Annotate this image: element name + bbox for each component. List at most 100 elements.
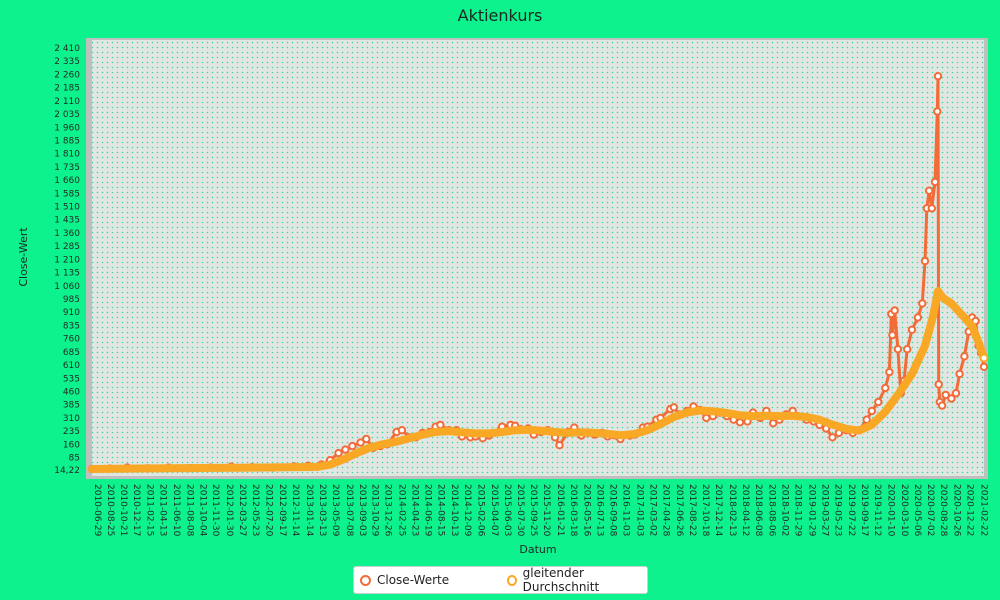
- y-tick-label: 2 035: [54, 110, 80, 120]
- series-close-point[interactable]: [436, 420, 445, 430]
- y-tick-label: 1 960: [54, 123, 80, 133]
- x-tick-label: 2020-12-22: [964, 484, 974, 536]
- x-tick-label: 2011-06-10: [171, 484, 181, 537]
- x-tick-label: 2019-07-22: [846, 484, 856, 536]
- series-close-point[interactable]: [947, 394, 956, 403]
- x-tick-label: 2017-06-26: [674, 484, 684, 537]
- x-tick-label: 2013-01-14: [304, 484, 314, 537]
- series-close-point[interactable]: [769, 419, 778, 428]
- x-axis-ticks: 2010-06-29 2010-08-25 2010-10-21 2010-12-17…: [92, 484, 989, 537]
- y-tick-label: 2 335: [54, 57, 80, 67]
- x-tick-label: 2016-05-16: [581, 484, 591, 537]
- series-close-point[interactable]: [888, 330, 897, 340]
- series-close-point[interactable]: [341, 445, 350, 454]
- series-close-point[interactable]: [893, 345, 903, 354]
- y-tick-label: 835: [63, 321, 80, 331]
- series-close-point[interactable]: [828, 433, 837, 442]
- y-tick-label: 610: [63, 361, 80, 371]
- y-tick-label: 1 435: [54, 216, 80, 226]
- x-tick-label: 2012-09-17: [277, 484, 287, 536]
- x-tick-label: 2019-11-12: [872, 484, 882, 536]
- series-close-point[interactable]: [918, 299, 927, 308]
- x-tick-label: 2015-11-20: [541, 484, 551, 537]
- series-close-point[interactable]: [334, 448, 343, 458]
- x-axis-title: Datum: [519, 543, 556, 556]
- series-close-point[interactable]: [669, 403, 679, 412]
- series-close-point[interactable]: [397, 426, 407, 435]
- x-tick-label: 2018-04-12: [740, 484, 750, 536]
- series-close-point[interactable]: [937, 401, 947, 410]
- series-close-point[interactable]: [735, 418, 745, 427]
- y-tick-label: 1 360: [54, 229, 80, 239]
- y-tick-label: 1 135: [54, 269, 80, 279]
- legend: Close-Werte gleitender Durchschnitt: [353, 566, 648, 594]
- x-tick-label: 2014-12-09: [462, 484, 472, 537]
- series-close-point[interactable]: [890, 306, 899, 315]
- y-tick-label: 2 110: [54, 97, 80, 107]
- x-tick-label: 2011-02-15: [145, 484, 155, 536]
- series-close-point[interactable]: [955, 369, 964, 379]
- x-tick-label: 2010-08-25: [105, 484, 115, 536]
- x-tick-label: 2020-05-06: [912, 484, 922, 537]
- x-tick-label: 2020-01-10: [885, 484, 895, 537]
- series-close-point[interactable]: [702, 413, 711, 423]
- y-tick-label: 460: [63, 387, 80, 397]
- y-axis-ticks: 14,22 85 160 235 310 385 460 535 610 685 760 835 910…: [54, 44, 80, 476]
- x-tick-label: 2020-07-02: [925, 484, 935, 536]
- legend-label-moving-average: gleitender Durchschnitt: [522, 566, 600, 594]
- x-tick-label: 2012-03-27: [237, 484, 247, 536]
- series-close-point[interactable]: [913, 313, 923, 322]
- x-tick-label: 2016-03-18: [568, 484, 578, 537]
- x-tick-label: 2020-10-26: [951, 484, 961, 537]
- series-close-point[interactable]: [933, 72, 943, 81]
- x-tick-label: 2016-07-13: [595, 484, 605, 536]
- series-close-point[interactable]: [907, 325, 917, 334]
- series-close-point[interactable]: [867, 406, 877, 416]
- series-close-point[interactable]: [930, 177, 940, 187]
- series-layer: [87, 72, 989, 474]
- y-tick-label: 1 585: [54, 189, 80, 199]
- series-close-point[interactable]: [874, 397, 883, 407]
- x-tick-label: 2019-05-23: [832, 484, 842, 536]
- x-tick-label: 2017-08-22: [687, 484, 697, 536]
- x-tick-label: 2015-04-07: [489, 484, 499, 536]
- legend-marker-close: [360, 574, 371, 586]
- series-close-point[interactable]: [933, 107, 942, 116]
- x-tick-label: 2017-03-02: [647, 484, 657, 536]
- series-close-point[interactable]: [555, 441, 564, 450]
- y-tick-label: 685: [63, 348, 80, 358]
- x-tick-label: 2020-08-28: [938, 484, 948, 537]
- x-tick-label: 2012-11-14: [290, 484, 300, 537]
- x-tick-label: 2011-08-08: [184, 484, 194, 537]
- series-close-point[interactable]: [362, 434, 371, 444]
- x-tick-label: 2012-01-30: [224, 484, 234, 537]
- series-close-point[interactable]: [934, 380, 943, 389]
- series-moving-average-point[interactable]: [979, 353, 989, 363]
- series-close-point[interactable]: [941, 390, 950, 400]
- legend-item-close[interactable]: Close-Werte: [360, 573, 501, 587]
- legend-item-moving-average[interactable]: gleitender Durchschnitt: [506, 566, 648, 594]
- series-close-point[interactable]: [903, 345, 912, 354]
- series-close-point[interactable]: [881, 383, 890, 393]
- series-close-point[interactable]: [927, 204, 936, 213]
- series-close-point[interactable]: [348, 441, 357, 451]
- y-tick-label: 235: [63, 427, 80, 437]
- series-close-point[interactable]: [924, 186, 934, 195]
- x-tick-label: 2016-01-21: [555, 484, 565, 536]
- x-tick-label: 2017-04-28: [660, 484, 670, 537]
- y-tick-label: 2 185: [54, 84, 80, 94]
- x-tick-label: 2017-01-03: [634, 484, 644, 536]
- series-moving-average-line: [88, 287, 988, 473]
- series-close-point[interactable]: [960, 352, 969, 361]
- y-tick-label: 1 660: [54, 176, 80, 186]
- series-close-point[interactable]: [356, 438, 365, 447]
- x-tick-label: 2020-03-10: [899, 484, 909, 537]
- series-close-point[interactable]: [979, 362, 989, 371]
- x-tick-label: 2014-04-23: [410, 484, 420, 536]
- series-close-point[interactable]: [885, 367, 894, 377]
- series-close-point[interactable]: [920, 256, 930, 266]
- x-tick-label: 2018-06-08: [753, 484, 763, 537]
- legend-label-close: Close-Werte: [377, 573, 450, 587]
- x-tick-label: 2015-06-03: [502, 484, 512, 536]
- series-close-point[interactable]: [951, 389, 961, 398]
